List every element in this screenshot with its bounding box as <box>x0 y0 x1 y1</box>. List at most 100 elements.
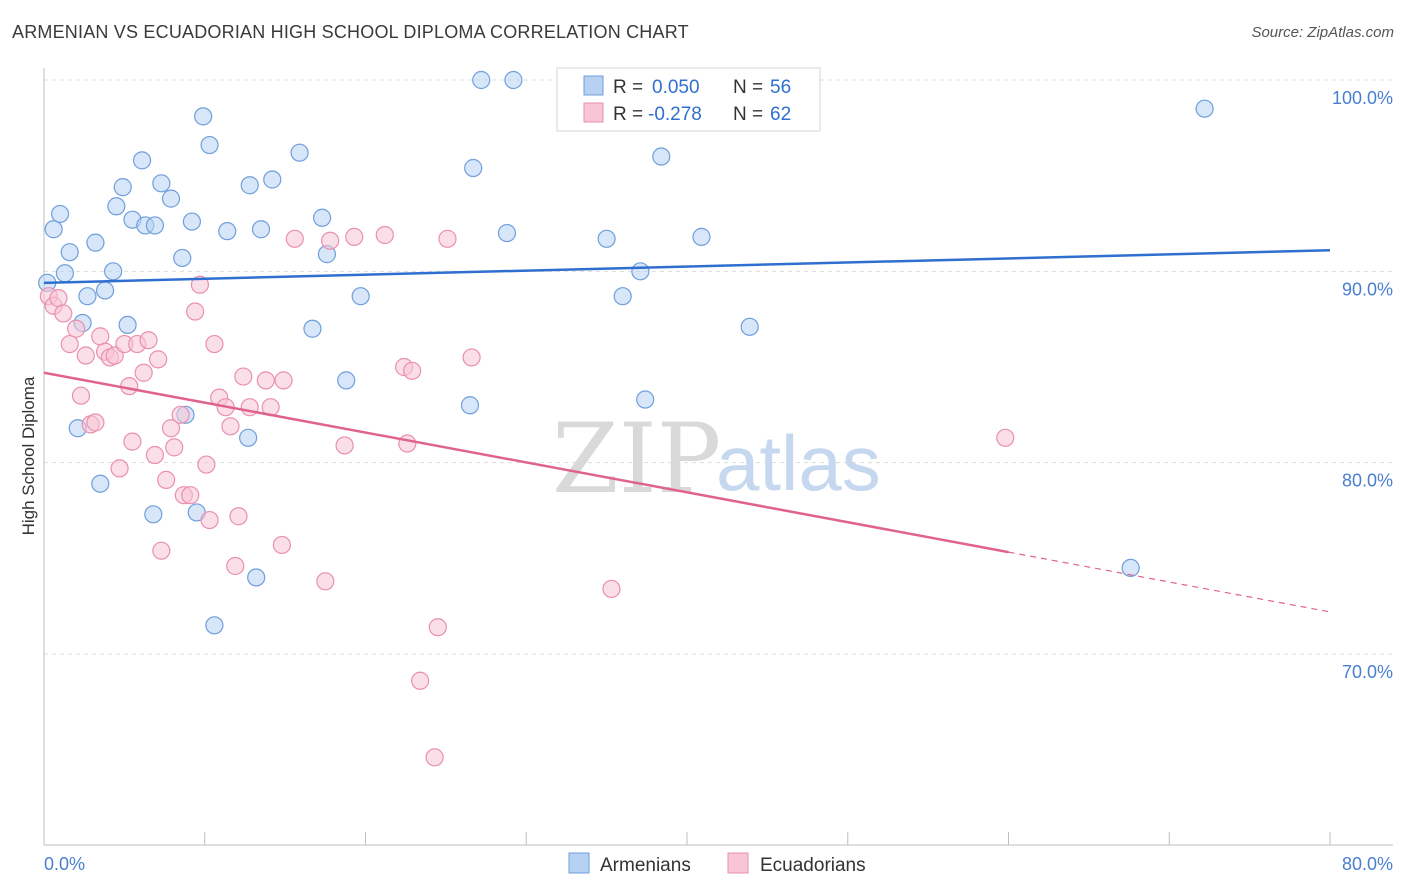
point-armenians <box>472 70 491 90</box>
point-armenians <box>263 170 282 189</box>
point-armenians <box>504 70 523 90</box>
point-armenians <box>497 223 517 243</box>
point-armenians <box>652 147 671 166</box>
stats-r-label-ecuadorians: R = <box>613 104 643 125</box>
point-ecuadorians <box>54 304 73 323</box>
trend-lines <box>43 249 1331 613</box>
x-tick-label-max: 80.0% <box>1342 854 1393 874</box>
point-armenians <box>740 317 759 336</box>
point-armenians <box>251 220 271 239</box>
point-ecuadorians <box>234 367 253 386</box>
point-ecuadorians <box>226 556 245 576</box>
point-ecuadorians <box>375 225 394 245</box>
point-armenians <box>692 227 711 246</box>
point-armenians <box>107 197 126 216</box>
x-tick-label-min: 0.0% <box>44 854 85 874</box>
point-ecuadorians <box>134 363 153 382</box>
stats-n-value-armenians: 56 <box>770 77 791 98</box>
point-armenians <box>161 189 181 208</box>
x-axis-ticks <box>43 832 1331 845</box>
stats-n-value-ecuadorians: 62 <box>770 104 791 125</box>
trend-line-armenians <box>43 249 1331 285</box>
point-ecuadorians <box>76 346 95 365</box>
point-ecuadorians <box>123 432 142 451</box>
legend-swatch-ecuadorians <box>727 852 749 874</box>
point-armenians <box>104 262 123 281</box>
point-armenians <box>240 176 259 195</box>
point-ecuadorians <box>60 334 79 354</box>
point-ecuadorians <box>197 455 216 474</box>
point-ecuadorians <box>120 377 139 396</box>
point-ecuadorians <box>161 419 181 438</box>
point-armenians <box>1121 558 1140 578</box>
point-armenians <box>152 174 171 193</box>
point-ecuadorians <box>190 275 210 294</box>
point-armenians <box>55 264 74 283</box>
point-ecuadorians <box>996 428 1015 447</box>
point-armenians <box>613 287 632 306</box>
point-armenians <box>200 135 219 155</box>
y-axis-label: High School Diploma <box>19 376 38 535</box>
point-ecuadorians <box>67 319 86 338</box>
y-tick-label: 80.0% <box>1342 471 1393 491</box>
y-tick-label: 90.0% <box>1342 279 1393 299</box>
point-ecuadorians <box>321 231 340 250</box>
point-ecuadorians <box>438 229 457 248</box>
point-armenians <box>78 287 97 306</box>
watermark-atlas: atlas <box>716 419 881 507</box>
grid-lines <box>44 79 1393 655</box>
point-armenians <box>145 216 165 235</box>
watermark-zip: ZIP <box>552 403 721 515</box>
stats-n-label-ecuadorians: N = <box>733 104 763 125</box>
stats-r-value-ecuadorians: -0.278 <box>648 104 702 125</box>
point-ecuadorians <box>139 331 158 350</box>
point-armenians <box>636 390 655 409</box>
point-ecuadorians <box>49 289 68 308</box>
point-ecuadorians <box>425 748 444 767</box>
point-armenians <box>290 143 309 162</box>
point-armenians <box>113 178 132 197</box>
point-ecuadorians <box>229 507 248 526</box>
point-ecuadorians <box>602 579 621 599</box>
point-ecuadorians <box>205 334 224 354</box>
point-armenians <box>312 208 332 227</box>
point-armenians <box>337 371 356 390</box>
stats-r-label-armenians: R = <box>613 77 643 98</box>
legend-label-armenians: Armenians <box>600 855 691 876</box>
point-armenians <box>205 616 224 635</box>
point-ecuadorians <box>145 445 165 465</box>
trend-line-ecuadorians <box>43 371 1009 554</box>
y-tick-labels: 70.0% 80.0% 90.0% 100.0% <box>1332 88 1393 682</box>
point-ecuadorians <box>152 541 171 560</box>
point-armenians <box>303 319 322 338</box>
point-ecuadorians <box>200 510 219 530</box>
point-ecuadorians <box>171 405 190 424</box>
point-armenians <box>91 474 110 493</box>
point-armenians <box>173 248 192 268</box>
point-armenians <box>247 568 266 587</box>
stats-n-label-armenians: N = <box>733 77 763 98</box>
point-ecuadorians <box>274 371 293 390</box>
data-points <box>38 70 1214 767</box>
point-armenians <box>194 107 213 126</box>
point-ecuadorians <box>165 438 184 457</box>
point-ecuadorians <box>71 386 91 405</box>
stats-r-value-armenians: 0.050 <box>652 77 700 98</box>
point-armenians <box>182 212 201 231</box>
point-ecuadorians <box>462 348 481 367</box>
stats-swatch-ecuadorians <box>583 102 604 123</box>
point-ecuadorians <box>398 434 417 453</box>
point-ecuadorians <box>86 413 105 432</box>
point-armenians <box>95 281 115 300</box>
point-armenians <box>631 262 650 281</box>
point-ecuadorians <box>186 302 205 321</box>
legend-swatch-armenians <box>568 852 590 874</box>
point-armenians <box>144 505 163 524</box>
chart-source: Source: ZipAtlas.com <box>1251 24 1394 41</box>
point-ecuadorians <box>110 459 129 478</box>
y-tick-label: 100.0% <box>1332 88 1393 108</box>
point-ecuadorians <box>316 572 335 591</box>
point-ecuadorians <box>221 417 240 436</box>
point-armenians <box>118 315 137 335</box>
